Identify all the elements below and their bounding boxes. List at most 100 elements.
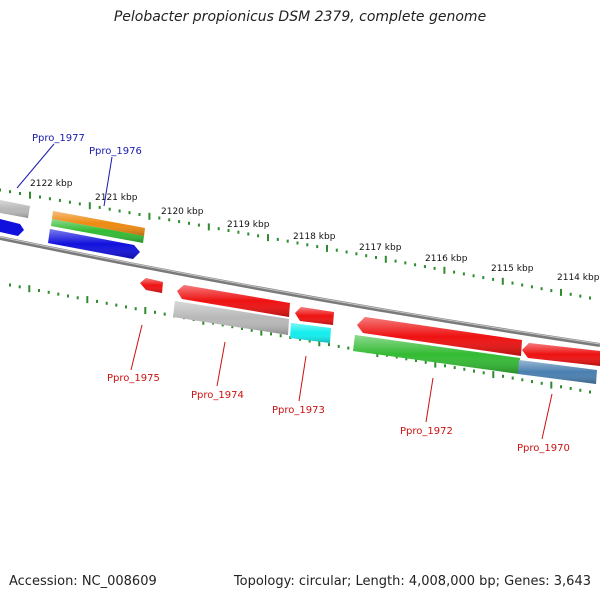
minor-tick — [78, 202, 81, 206]
minor-tick — [365, 254, 368, 258]
feature-red-1974[interactable] — [177, 285, 290, 317]
minor-tick — [38, 289, 40, 292]
minor-tick — [306, 243, 309, 247]
scale-label-2118: 2118 kbp — [293, 232, 336, 242]
feature-gray-1974[interactable] — [173, 301, 289, 335]
feature-blue[interactable] — [48, 229, 140, 259]
gene-label-ppro-1973[interactable]: Ppro_1973 — [272, 405, 325, 416]
feature-green-1972[interactable] — [353, 335, 520, 374]
minor-tick — [531, 380, 533, 384]
leader-ppro-1975 — [130, 324, 143, 371]
minor-tick — [250, 328, 253, 332]
minor-tick — [9, 190, 11, 194]
minor-tick — [569, 292, 572, 296]
feature-red-1972[interactable] — [357, 317, 522, 356]
minor-tick — [345, 250, 348, 254]
minor-tick — [444, 364, 446, 368]
scale-label-2116: 2116 kbp — [425, 254, 468, 264]
minor-tick — [231, 325, 234, 329]
feature-red-small[interactable] — [140, 278, 163, 293]
gene-label-ppro-1977[interactable]: Ppro_1977 — [32, 133, 85, 144]
leader-ppro-1972 — [425, 377, 434, 423]
minor-tick — [105, 301, 108, 305]
scale-label-2119: 2119 kbp — [227, 220, 270, 230]
leader-ppro-1973 — [298, 355, 307, 402]
minor-tick — [560, 385, 562, 389]
minor-tick — [58, 198, 61, 202]
leader-ppro-1977 — [16, 143, 55, 189]
minor-tick — [502, 374, 504, 378]
minor-tick — [237, 230, 240, 234]
minor-tick — [138, 213, 141, 216]
gene-label-ppro-1972[interactable]: Ppro_1972 — [400, 426, 453, 437]
major-tick — [29, 191, 31, 199]
minor-tick — [472, 274, 475, 278]
leader-ppro-1976 — [103, 156, 113, 207]
major-tick — [443, 266, 446, 274]
major-tick — [144, 307, 147, 314]
minor-tick — [247, 232, 250, 236]
gene-label-ppro-1970[interactable]: Ppro_1970 — [517, 443, 570, 454]
scale-label-2121: 2121 kbp — [95, 193, 138, 203]
gene-label-ppro-1974[interactable]: Ppro_1974 — [191, 390, 244, 401]
minor-tick — [404, 261, 407, 265]
minor-tick — [414, 263, 417, 267]
minor-tick — [128, 211, 131, 215]
minor-tick — [279, 334, 282, 338]
minor-tick — [57, 292, 60, 296]
feature-gray-forward[interactable] — [0, 200, 30, 218]
minor-tick — [463, 367, 466, 371]
major-tick — [260, 328, 263, 336]
major-tick — [267, 234, 269, 242]
minor-tick — [308, 339, 311, 343]
feature-red-1973[interactable] — [295, 307, 334, 325]
minor-tick — [337, 344, 340, 348]
minor-tick — [19, 192, 21, 195]
genome-backbone-highlight — [0, 236, 600, 345]
feature-red-1970[interactable] — [522, 343, 600, 366]
minor-tick — [530, 285, 533, 289]
minor-tick — [521, 283, 524, 287]
feature-blue-forward[interactable] — [0, 219, 24, 236]
leader-ppro-1974 — [216, 341, 226, 387]
minor-tick — [125, 305, 127, 309]
scale-label-2120: 2120 kbp — [161, 207, 204, 217]
minor-tick — [316, 245, 319, 249]
major-tick — [88, 202, 91, 210]
major-tick — [550, 381, 553, 389]
feature-steelblue[interactable] — [518, 360, 597, 384]
minor-tick — [540, 381, 543, 385]
gene-label-ppro-1976[interactable]: Ppro_1976 — [89, 146, 142, 157]
minor-tick — [579, 294, 582, 298]
minor-tick — [158, 216, 161, 220]
minor-tick — [98, 205, 101, 209]
outer-tick-row — [0, 188, 591, 300]
scale-label-2115: 2115 kbp — [491, 264, 534, 274]
minor-tick — [296, 241, 299, 245]
feature-green-small[interactable] — [51, 219, 144, 243]
feature-cyan[interactable] — [290, 323, 331, 343]
minor-tick — [18, 285, 21, 289]
minor-tick — [286, 239, 289, 243]
minor-tick — [405, 357, 408, 361]
feature-orange[interactable] — [52, 211, 145, 236]
minor-tick — [168, 218, 171, 222]
minor-tick — [188, 221, 190, 225]
minor-tick — [550, 289, 553, 293]
minor-tick — [227, 229, 230, 232]
minor-tick — [589, 390, 591, 394]
gene-label-ppro-1975[interactable]: Ppro_1975 — [107, 373, 160, 384]
map-title: Pelobacter propionicus DSM 2379, complet… — [113, 9, 487, 25]
minor-tick — [423, 265, 426, 269]
minor-tick — [394, 259, 397, 263]
minor-tick — [424, 360, 427, 364]
minor-tick — [76, 296, 79, 300]
minor-tick — [375, 256, 377, 259]
minor-tick — [355, 252, 358, 256]
minor-tick — [299, 337, 301, 341]
minor-tick — [221, 323, 224, 327]
minor-tick — [276, 237, 279, 241]
major-tick — [148, 212, 151, 220]
minor-tick — [178, 220, 181, 224]
accession-text: Accession: NC_008609 — [9, 574, 157, 589]
